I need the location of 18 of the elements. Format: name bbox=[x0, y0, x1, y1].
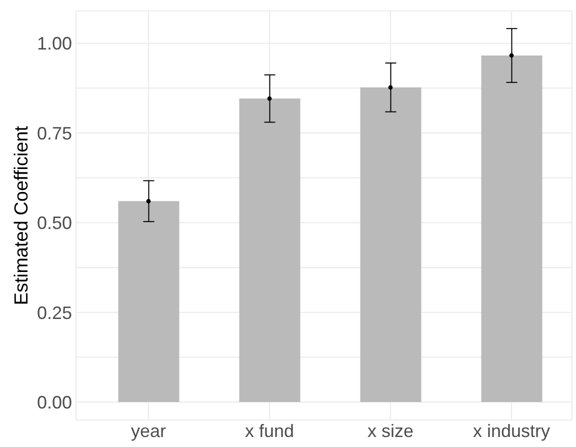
y-tick-label: 0.00 bbox=[36, 392, 72, 412]
y-tick-label: 0.25 bbox=[36, 302, 72, 323]
x-tick-label: x fund bbox=[244, 420, 294, 441]
y-tick-label: 0.75 bbox=[36, 123, 72, 144]
point bbox=[509, 53, 514, 58]
bar bbox=[118, 201, 180, 402]
x-tick-label: x industry bbox=[472, 420, 550, 441]
point bbox=[146, 198, 151, 204]
y-tick-label: 1.00 bbox=[36, 34, 72, 54]
y-tick-label: 0.50 bbox=[36, 213, 72, 234]
y-axis-title: Estimated Coefficient bbox=[12, 125, 32, 306]
bar bbox=[360, 87, 422, 402]
point bbox=[267, 96, 272, 101]
bar bbox=[239, 98, 300, 402]
x-tick-label: year bbox=[130, 420, 166, 441]
point bbox=[388, 85, 393, 90]
x-tick-label: x size bbox=[367, 420, 414, 441]
bar bbox=[481, 55, 542, 402]
